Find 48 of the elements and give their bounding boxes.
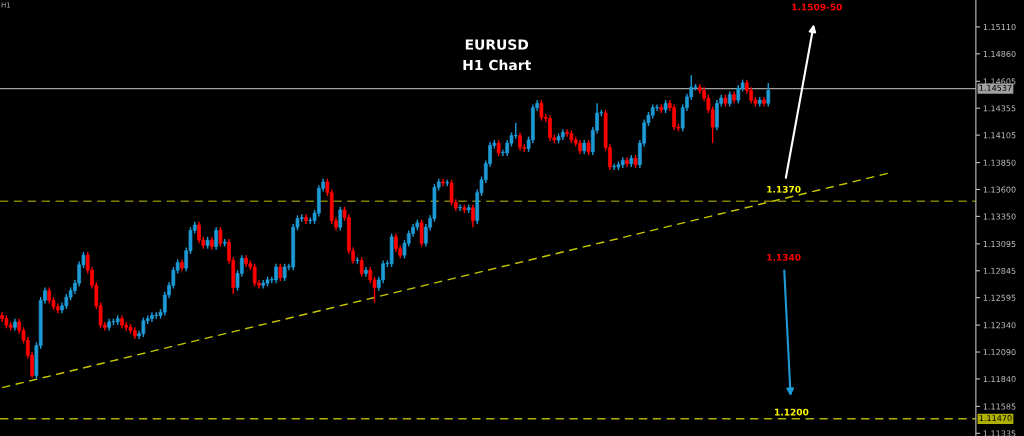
y-tick-label: 1.14605	[983, 78, 1016, 85]
candlestick	[625, 156, 629, 168]
y-tick-label: 1.12090	[983, 349, 1016, 356]
candlestick	[518, 131, 522, 152]
annotation: 1.1340	[767, 253, 801, 261]
candlestick	[419, 218, 424, 248]
candlestick	[449, 179, 454, 207]
candlestick	[359, 256, 364, 278]
candlestick	[218, 226, 223, 248]
candlestick	[471, 203, 475, 228]
candlestick	[274, 263, 278, 284]
y-tick-label: 1.13350	[983, 213, 1016, 220]
candlestick	[364, 266, 368, 278]
candlestick	[548, 114, 552, 142]
y-tick-label: 1.11335	[983, 430, 1016, 436]
y-tick-label: 1.12595	[983, 294, 1016, 301]
y-tick-label: 1.15110	[983, 24, 1016, 31]
y-tick-label: 1.11840	[983, 376, 1016, 383]
y-tick-label: 1.14105	[983, 132, 1016, 139]
candlestick	[381, 259, 385, 284]
y-tick-label: 1.12340	[983, 322, 1016, 329]
y-tick-label: 1.13600	[983, 186, 1016, 193]
y-tick-label: 1.14860	[983, 50, 1016, 57]
candlestick	[338, 206, 343, 232]
annotation: 1.1509-50	[792, 3, 842, 11]
candlestick	[252, 263, 257, 288]
y-tick-label: 1.11585	[983, 403, 1016, 410]
candlestick	[736, 84, 741, 105]
candlestick	[304, 213, 308, 225]
candlestick	[458, 203, 462, 212]
candlestick	[150, 311, 154, 323]
annotation: 1.1370	[767, 185, 801, 193]
candlestick	[766, 82, 771, 108]
ref-line-label: 1.14537	[979, 84, 1012, 91]
candlestick	[197, 221, 201, 244]
y-tick-label: 1.13850	[983, 159, 1016, 166]
ref-line-label: 1.11470	[979, 415, 1012, 422]
text: EURUSD	[465, 39, 529, 50]
y-tick-label: 1.13095	[983, 240, 1016, 248]
candlestick	[655, 103, 659, 112]
text: H1 Chart	[463, 59, 531, 71]
annotation: 1.1200	[775, 408, 809, 416]
candlestick	[715, 99, 719, 131]
y-tick-label: 1.14355	[983, 105, 1016, 112]
candlestick	[214, 226, 218, 251]
y-tick-label: 1.12845	[983, 267, 1016, 274]
candlestick	[539, 99, 544, 122]
candlestick	[141, 316, 146, 338]
